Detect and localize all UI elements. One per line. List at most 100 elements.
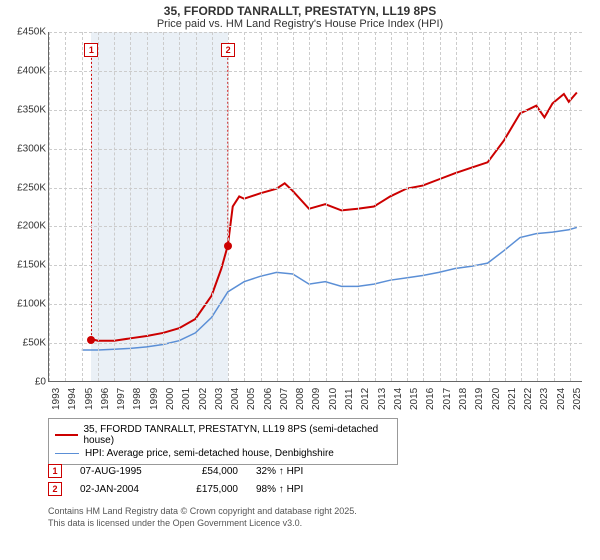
gridline-vertical bbox=[505, 32, 506, 381]
chart-title-line2: Price paid vs. HM Land Registry's House … bbox=[0, 18, 600, 32]
x-axis-tick-label: 1995 bbox=[84, 388, 95, 410]
x-axis-tick-label: 2013 bbox=[377, 388, 388, 410]
gridline-horizontal bbox=[49, 265, 582, 266]
y-axis-tick-label: £250K bbox=[17, 182, 46, 193]
y-axis-tick-label: £300K bbox=[17, 143, 46, 154]
transaction-marker-box: 2 bbox=[221, 43, 235, 57]
y-axis-tick-label: £400K bbox=[17, 65, 46, 76]
transaction-pct: 32% ↑ HPI bbox=[256, 466, 336, 477]
x-axis-tick-label: 2022 bbox=[523, 388, 534, 410]
x-axis-tick-label: 2006 bbox=[263, 388, 274, 410]
legend-item: HPI: Average price, semi-detached house,… bbox=[55, 447, 391, 460]
y-axis-tick-label: £0 bbox=[35, 377, 46, 388]
gridline-vertical bbox=[244, 32, 245, 381]
gridline-vertical bbox=[342, 32, 343, 381]
gridline-vertical bbox=[440, 32, 441, 381]
gridline-vertical bbox=[489, 32, 490, 381]
x-axis-tick-label: 2012 bbox=[360, 388, 371, 410]
gridline-vertical bbox=[65, 32, 66, 381]
x-axis-tick-label: 2007 bbox=[279, 388, 290, 410]
x-axis-tick-label: 2025 bbox=[572, 388, 583, 410]
series-line-1 bbox=[82, 227, 577, 350]
x-axis-tick-label: 2020 bbox=[491, 388, 502, 410]
gridline-vertical bbox=[570, 32, 571, 381]
x-axis-tick-label: 2016 bbox=[425, 388, 436, 410]
gridline-horizontal bbox=[49, 226, 582, 227]
transaction-row: 107-AUG-1995£54,00032% ↑ HPI bbox=[48, 462, 336, 480]
y-axis-tick-label: £450K bbox=[17, 27, 46, 38]
x-axis-tick-label: 2004 bbox=[230, 388, 241, 410]
gridline-vertical bbox=[179, 32, 180, 381]
legend-swatch bbox=[55, 453, 79, 455]
gridline-vertical bbox=[147, 32, 148, 381]
gridline-horizontal bbox=[49, 149, 582, 150]
x-axis-tick-label: 1994 bbox=[67, 388, 78, 410]
gridline-vertical bbox=[423, 32, 424, 381]
gridline-vertical bbox=[456, 32, 457, 381]
x-axis-tick-label: 1997 bbox=[116, 388, 127, 410]
gridline-vertical bbox=[326, 32, 327, 381]
gridline-vertical bbox=[554, 32, 555, 381]
x-axis-tick-label: 2009 bbox=[311, 388, 322, 410]
x-axis-tick-label: 2010 bbox=[328, 388, 339, 410]
plot-area: 12 bbox=[48, 32, 582, 382]
gridline-vertical bbox=[163, 32, 164, 381]
x-axis-tick-label: 2000 bbox=[165, 388, 176, 410]
x-axis-tick-label: 2017 bbox=[442, 388, 453, 410]
legend-label: HPI: Average price, semi-detached house,… bbox=[85, 448, 334, 459]
gridline-horizontal bbox=[49, 110, 582, 111]
transaction-pct: 98% ↑ HPI bbox=[256, 484, 336, 495]
gridline-vertical bbox=[98, 32, 99, 381]
gridline-vertical bbox=[49, 32, 50, 381]
transaction-date: 02-JAN-2004 bbox=[80, 484, 160, 495]
legend-item: 35, FFORDD TANRALLT, PRESTATYN, LL19 8PS… bbox=[55, 423, 391, 447]
transaction-marker-dot bbox=[224, 242, 232, 250]
gridline-vertical bbox=[277, 32, 278, 381]
x-axis-tick-label: 2015 bbox=[409, 388, 420, 410]
gridline-horizontal bbox=[49, 71, 582, 72]
gridline-vertical bbox=[391, 32, 392, 381]
gridline-vertical bbox=[358, 32, 359, 381]
y-axis-tick-label: £350K bbox=[17, 104, 46, 115]
transactions-table: 107-AUG-1995£54,00032% ↑ HPI202-JAN-2004… bbox=[48, 462, 336, 498]
gridline-vertical bbox=[82, 32, 83, 381]
x-axis-tick-label: 2021 bbox=[507, 388, 518, 410]
gridline-horizontal bbox=[49, 188, 582, 189]
x-axis-tick-label: 2014 bbox=[393, 388, 404, 410]
gridline-horizontal bbox=[49, 32, 582, 33]
x-axis-tick-label: 2023 bbox=[539, 388, 550, 410]
gridline-vertical bbox=[472, 32, 473, 381]
y-axis-tick-label: £150K bbox=[17, 260, 46, 271]
y-axis-tick-label: £100K bbox=[17, 299, 46, 310]
gridline-horizontal bbox=[49, 304, 582, 305]
gridline-vertical bbox=[196, 32, 197, 381]
chart-title-line1: 35, FFORDD TANRALLT, PRESTATYN, LL19 8PS bbox=[0, 0, 600, 18]
x-axis-tick-label: 2005 bbox=[246, 388, 257, 410]
transaction-marker-dot bbox=[87, 336, 95, 344]
x-axis-tick-label: 1998 bbox=[132, 388, 143, 410]
gridline-vertical bbox=[521, 32, 522, 381]
x-axis-tick-label: 2019 bbox=[474, 388, 485, 410]
transaction-price: £54,000 bbox=[178, 466, 238, 477]
transaction-row-marker: 2 bbox=[48, 482, 62, 496]
transaction-price: £175,000 bbox=[178, 484, 238, 495]
gridline-vertical bbox=[261, 32, 262, 381]
gridline-vertical bbox=[212, 32, 213, 381]
y-axis-tick-label: £50K bbox=[23, 338, 46, 349]
x-axis-tick-label: 2003 bbox=[214, 388, 225, 410]
transaction-date: 07-AUG-1995 bbox=[80, 466, 160, 477]
transaction-row: 2 02-JAN-2004 £175,000 98% ↑ HPI bbox=[48, 480, 336, 498]
gridline-vertical bbox=[293, 32, 294, 381]
gridline-vertical bbox=[130, 32, 131, 381]
chart-container: £0 £50K £100K £150K £200K £250K £300K £350K £400… bbox=[0, 32, 600, 412]
chart-lines bbox=[49, 32, 582, 381]
gridline-vertical bbox=[228, 32, 229, 381]
attribution-line1: Contains HM Land Registry data © Crown c… bbox=[48, 506, 357, 518]
transaction-marker-box: 1 bbox=[84, 43, 98, 57]
gridline-vertical bbox=[114, 32, 115, 381]
gridline-vertical bbox=[309, 32, 310, 381]
attribution-line2: This data is licensed under the Open Gov… bbox=[48, 518, 357, 530]
legend-label: 35, FFORDD TANRALLT, PRESTATYN, LL19 8PS… bbox=[84, 424, 392, 446]
y-axis-tick-label: £200K bbox=[17, 221, 46, 232]
x-axis-tick-label: 2001 bbox=[181, 388, 192, 410]
